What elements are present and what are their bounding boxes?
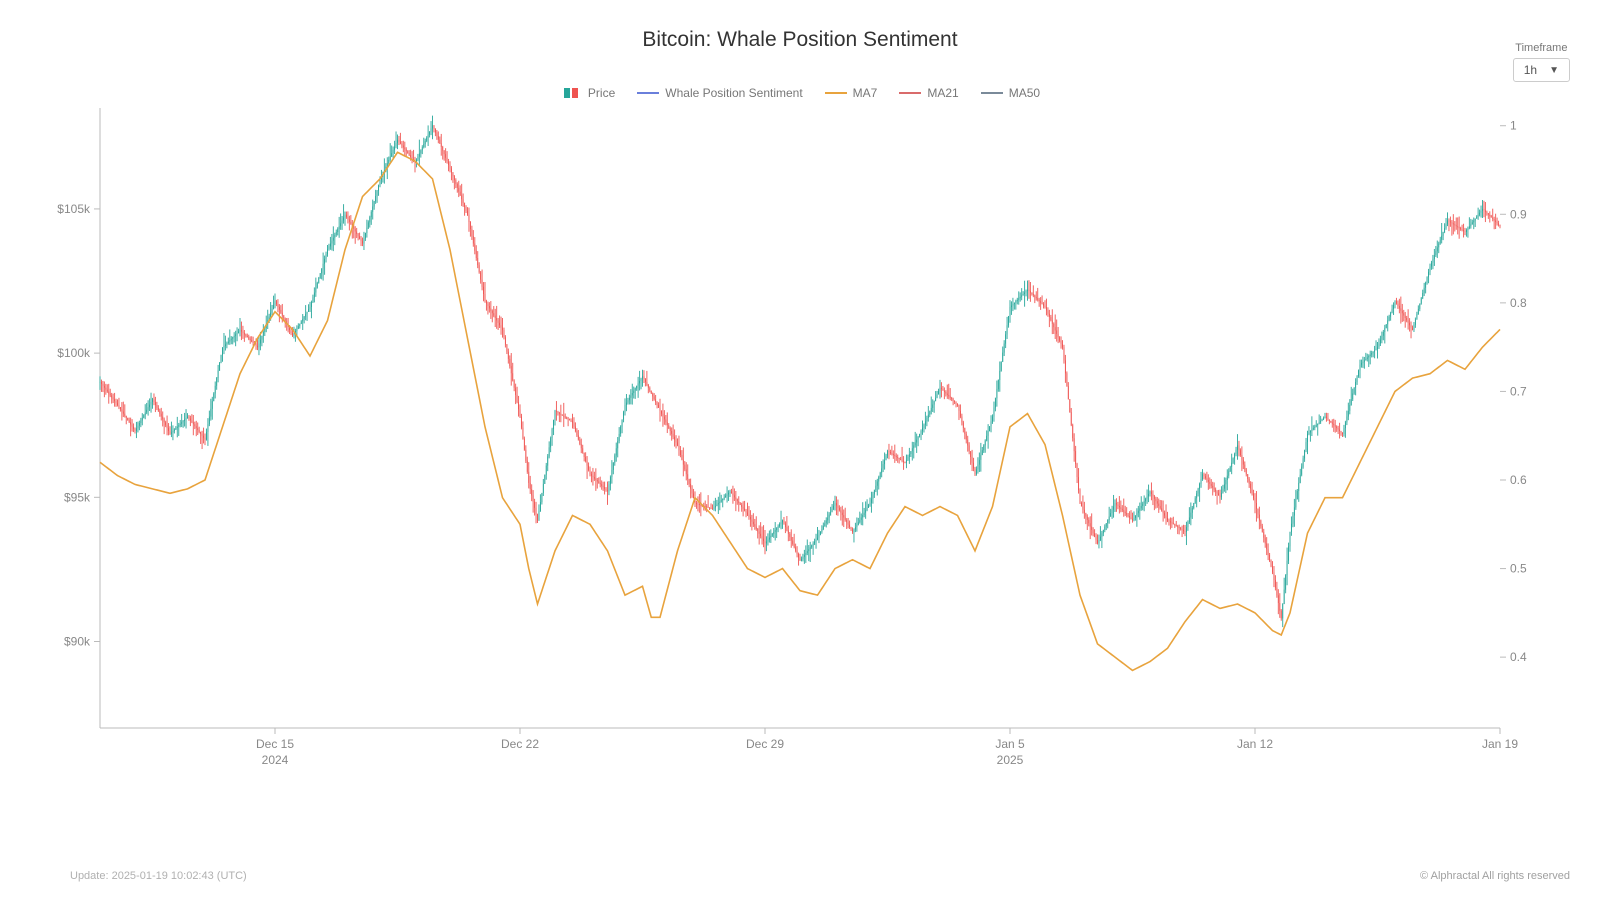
ma7-line xyxy=(100,152,1500,670)
svg-text:2025: 2025 xyxy=(997,753,1024,767)
svg-text:1: 1 xyxy=(1510,119,1517,133)
chart-area: $90k$95k$100k$105k0.40.50.60.70.80.91Dec… xyxy=(70,108,1540,768)
svg-text:$100k: $100k xyxy=(57,346,91,360)
svg-text:Dec 29: Dec 29 xyxy=(746,737,784,751)
line-swatch-icon xyxy=(637,92,659,94)
chart-title: Bitcoin: Whale Position Sentiment xyxy=(0,0,1600,52)
svg-text:0.9: 0.9 xyxy=(1510,207,1527,221)
svg-text:0.5: 0.5 xyxy=(1510,562,1527,576)
svg-text:0.8: 0.8 xyxy=(1510,296,1527,310)
candle-swatch-icon xyxy=(560,86,582,100)
chart-svg: $90k$95k$100k$105k0.40.50.60.70.80.91Dec… xyxy=(70,108,1540,768)
svg-text:$90k: $90k xyxy=(64,634,91,648)
timeframe-value: 1h xyxy=(1524,63,1537,77)
legend-label: Price xyxy=(588,86,615,100)
copyright-text: © Alphractal All rights reserved xyxy=(1420,870,1570,882)
svg-text:Jan 19: Jan 19 xyxy=(1482,737,1518,751)
chart-footer: Update: 2025-01-19 10:02:43 (UTC) © Alph… xyxy=(70,870,1570,882)
chevron-down-icon: ▼ xyxy=(1549,65,1559,76)
svg-text:2024: 2024 xyxy=(262,753,289,767)
legend-item-ma50[interactable]: MA50 xyxy=(981,86,1040,100)
svg-text:0.4: 0.4 xyxy=(1510,650,1527,664)
svg-text:$105k: $105k xyxy=(57,202,91,216)
legend-item-price[interactable]: Price xyxy=(560,86,615,100)
legend-label: Whale Position Sentiment xyxy=(665,86,802,100)
legend-item-ma7[interactable]: MA7 xyxy=(825,86,878,100)
line-swatch-icon xyxy=(899,92,921,94)
svg-text:Dec 15: Dec 15 xyxy=(256,737,294,751)
svg-text:Jan 5: Jan 5 xyxy=(995,737,1025,751)
timeframe-control: Timeframe 1h ▼ xyxy=(1513,42,1570,82)
svg-text:$95k: $95k xyxy=(64,490,91,504)
timeframe-label: Timeframe xyxy=(1513,42,1570,54)
svg-text:0.7: 0.7 xyxy=(1510,384,1527,398)
legend-item-wps[interactable]: Whale Position Sentiment xyxy=(637,86,802,100)
legend-label: MA50 xyxy=(1009,86,1040,100)
candles-layer xyxy=(100,116,1501,627)
line-swatch-icon xyxy=(981,92,1003,94)
line-swatch-icon xyxy=(825,92,847,94)
legend-label: MA21 xyxy=(927,86,958,100)
svg-text:0.6: 0.6 xyxy=(1510,473,1527,487)
svg-text:Jan 12: Jan 12 xyxy=(1237,737,1273,751)
timeframe-select[interactable]: 1h ▼ xyxy=(1513,58,1570,82)
legend-label: MA7 xyxy=(853,86,878,100)
chart-legend: Price Whale Position Sentiment MA7 MA21 MA50 xyxy=(0,86,1600,100)
svg-text:Dec 22: Dec 22 xyxy=(501,737,539,751)
update-timestamp: Update: 2025-01-19 10:02:43 (UTC) xyxy=(70,870,247,882)
legend-item-ma21[interactable]: MA21 xyxy=(899,86,958,100)
